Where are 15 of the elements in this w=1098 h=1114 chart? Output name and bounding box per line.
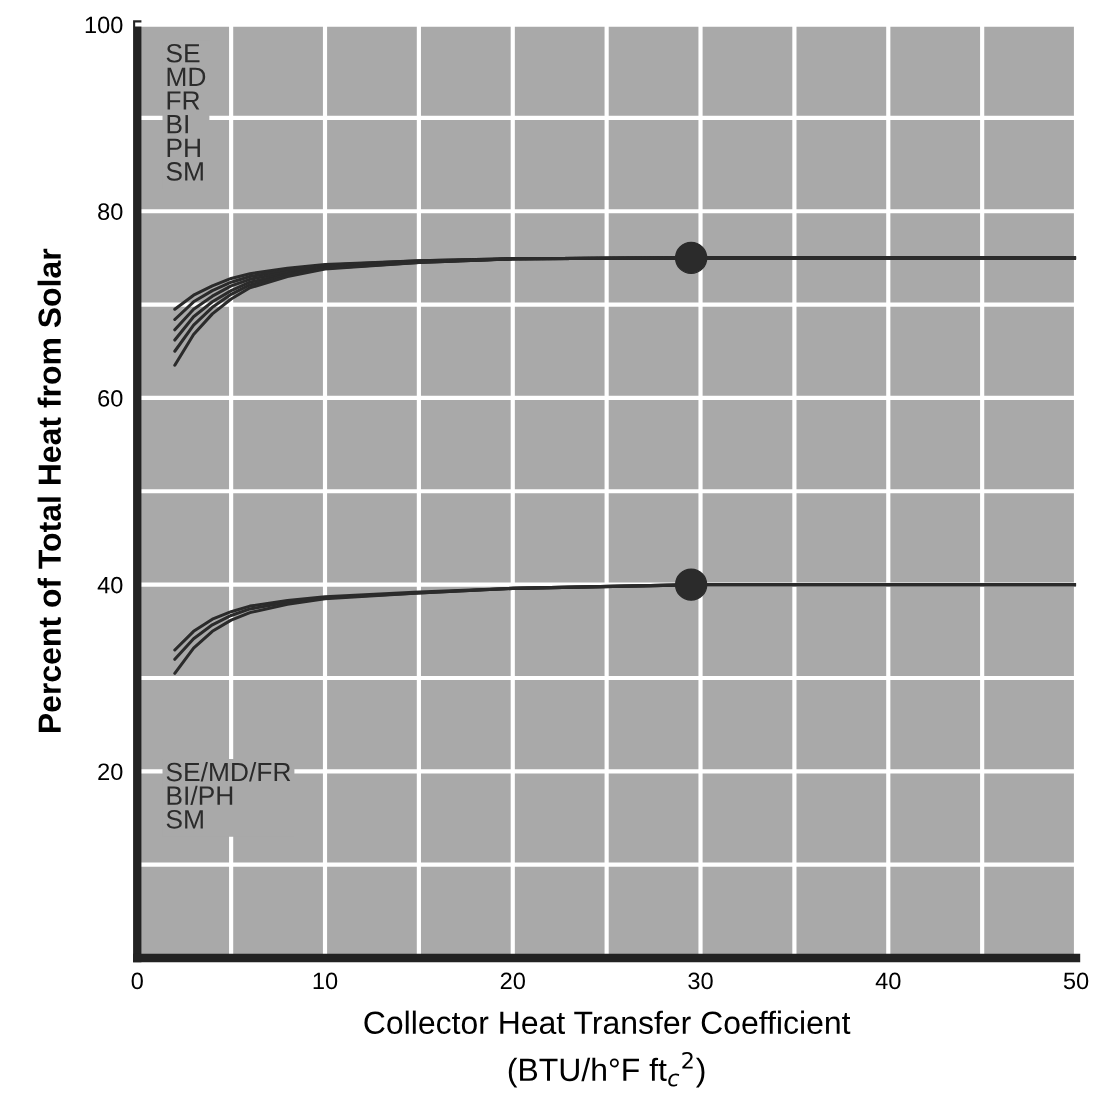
y-tick-label: 60 <box>98 389 123 407</box>
y-tick-label: 20 <box>98 763 123 781</box>
x-tick-label: 0 <box>131 972 143 990</box>
x-tick-label: 40 <box>875 972 901 990</box>
y-tick-label: 80 <box>98 203 123 220</box>
x-tick-label: 20 <box>500 972 525 990</box>
x-tick-label: 30 <box>688 972 713 990</box>
y-tick-label: 100 <box>85 16 123 34</box>
x-axis-title: Collector Heat Transfer Coefficient (BTU/h°F ft$_{c}$$^{2}$) <box>364 1010 851 1088</box>
annotation: SE MD FR BI PH SM <box>166 43 206 181</box>
annotation: SE/MD/FR BI/PH SM <box>166 762 291 829</box>
y-axis-title: Percent of Total Heat from Solar <box>37 248 61 733</box>
x-tick-label: 50 <box>1063 972 1089 990</box>
x-tick-label: 10 <box>313 972 338 990</box>
y-tick-label: 40 <box>97 576 123 594</box>
